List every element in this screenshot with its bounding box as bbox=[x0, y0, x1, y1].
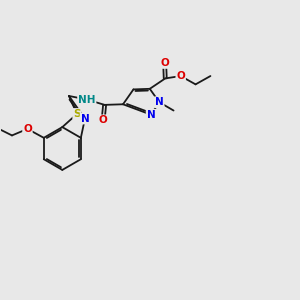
Text: NH: NH bbox=[78, 94, 95, 104]
Text: O: O bbox=[176, 71, 185, 81]
Text: O: O bbox=[23, 124, 32, 134]
Text: N: N bbox=[155, 97, 164, 107]
Text: O: O bbox=[160, 58, 169, 68]
Text: N: N bbox=[81, 114, 89, 124]
Text: O: O bbox=[99, 115, 107, 125]
Text: N: N bbox=[147, 110, 155, 120]
Text: S: S bbox=[73, 109, 81, 119]
